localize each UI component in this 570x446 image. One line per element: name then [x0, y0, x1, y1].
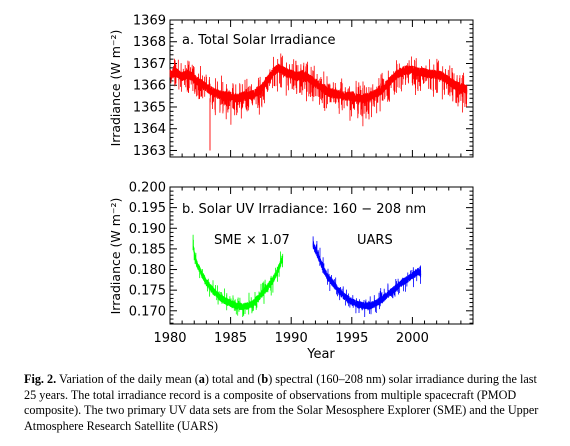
y-tick-label: 1366	[133, 79, 166, 94]
y-tick-label: 0.180	[129, 263, 166, 278]
panel-b-frame	[169, 186, 474, 325]
series-line-b-1	[312, 236, 422, 318]
caption-part1: Variation of the daily mean (	[56, 372, 199, 386]
x-tick-label: 1980	[153, 331, 186, 346]
panel-a-series	[169, 53, 468, 151]
panel-a: 1363 1364 1365 1366 1367 1368 1369 a. Total So…	[108, 14, 474, 159]
x-tick-label: 1990	[275, 331, 308, 346]
series-line-a-0	[169, 53, 468, 127]
y-tick-label: 1365	[133, 100, 166, 115]
panel-b-y-ticks: 0.170 0.175 0.180 0.185 0.190 0.195 0.200	[129, 181, 473, 324]
y-tick-label: 0.200	[129, 181, 166, 196]
caption-fig-label: Fig. 2.	[24, 372, 57, 386]
panel-a-y-ticks: 1363 1364 1365 1366 1367 1368 1369	[133, 14, 473, 159]
panel-a-x-ticks	[169, 20, 474, 157]
x-tick-label: 1995	[335, 331, 368, 346]
figure-caption: Fig. 2. Variation of the daily mean (a) …	[24, 372, 552, 434]
panel-a-frame	[169, 19, 474, 158]
y-tick-label: 0.190	[129, 222, 166, 237]
y-tick-label: 1364	[133, 122, 166, 137]
panel-b-x-ticks: 1980 1985 1990 1995 2000	[153, 187, 474, 346]
y-tick-label: 1368	[133, 35, 166, 50]
panel-b: 0.170 0.175 0.180 0.185 0.190 0.195 0.200 1980…	[108, 181, 474, 362]
panel-a-ylabel: Irradiance (W m⁻²)	[108, 30, 123, 147]
legend-sme: SME × 1.07	[214, 233, 290, 248]
caption-part2: ) total and (	[204, 372, 262, 386]
panel-b-ylabel: Irradiance (W m⁻²)	[108, 198, 123, 315]
x-tick-label: 2000	[396, 331, 429, 346]
y-tick-label: 1363	[133, 144, 166, 159]
series-line-b-0	[192, 234, 284, 318]
y-tick-label: 0.175	[129, 284, 166, 299]
caption-a: a	[198, 372, 205, 386]
panel-b-series	[192, 234, 422, 318]
x-axis-label: Year	[306, 347, 335, 362]
y-tick-label: 0.185	[129, 242, 166, 257]
y-tick-label: 0.195	[129, 201, 166, 216]
x-tick-label: 1985	[214, 331, 247, 346]
y-tick-label: 1367	[133, 57, 166, 72]
panel-b-title: b. Solar UV Irradiance: 160 − 208 nm	[182, 202, 426, 217]
caption-part3: ) spectral (160–208 nm) solar irradiance…	[24, 372, 539, 433]
panel-a-title: a. Total Solar Irradiance	[182, 33, 335, 48]
legend-uars: UARS	[357, 233, 393, 248]
caption-b: b	[261, 372, 269, 386]
y-tick-label: 0.170	[129, 304, 166, 319]
y-tick-label: 1369	[133, 14, 166, 29]
